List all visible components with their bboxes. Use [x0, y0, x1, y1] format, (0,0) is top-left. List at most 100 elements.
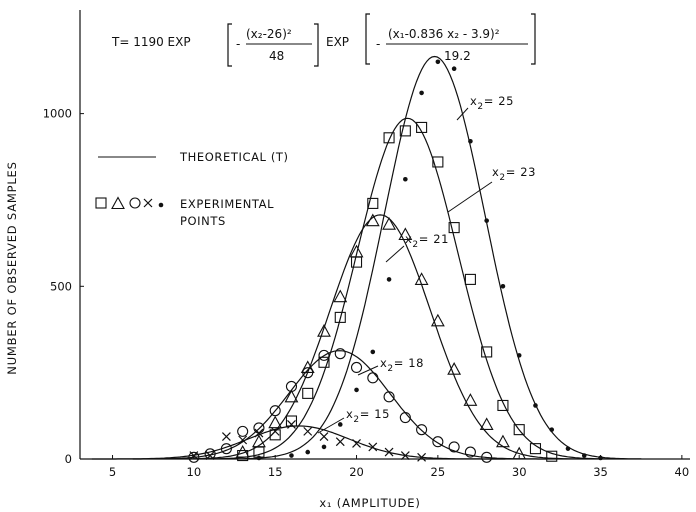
axis-ticks: 5 10 15 20 25 30 35 40 0 500 1000: [43, 107, 689, 479]
data-point-square: [448, 222, 460, 234]
data-point-square: [481, 346, 493, 358]
data-point-circle: [302, 367, 314, 379]
data-point-triangle: [235, 444, 250, 458]
data-point-dot: [549, 427, 555, 432]
curve-label-arrow: [317, 417, 345, 434]
curve-label-var: x: [492, 165, 499, 179]
data-point-square: [399, 125, 411, 137]
data-point-dot: [289, 453, 294, 458]
legend-triangle-marker: [111, 196, 125, 210]
x-tick-label: 35: [593, 465, 608, 479]
data-point-x: [352, 439, 361, 448]
curve-label-arrow: [456, 107, 469, 121]
data-point-triangle: [333, 289, 348, 303]
curve-label-x2-25: x2= 25: [456, 94, 514, 121]
data-point-circle: [269, 405, 281, 417]
data-point-dot: [354, 387, 359, 393]
svg-text:x2= 25: x2= 25: [470, 94, 514, 112]
data-point-x: [319, 432, 329, 441]
data-point-circle: [448, 441, 460, 453]
data-point-x: [189, 451, 199, 460]
data-point-circle: [334, 348, 346, 360]
curve-label-value: = 21: [419, 232, 449, 246]
data-point-circle: [188, 451, 200, 463]
data-point-triangle: [447, 362, 462, 375]
data-point-dot: [533, 403, 538, 408]
curve-label-value: = 25: [484, 94, 514, 108]
data-point-x: [270, 426, 280, 436]
formula-denominator-2: 19.2: [444, 49, 471, 63]
x-tick-label: 5: [109, 465, 116, 479]
svg-text:x2= 23: x2= 23: [492, 165, 536, 183]
svg-text:x2= 15: x2= 15: [346, 407, 390, 425]
data-point-circle: [237, 425, 249, 437]
formula-bracket-right-1: [314, 23, 319, 67]
curve-label-arrow: [385, 245, 405, 263]
data-point-square: [285, 415, 298, 427]
data-point-x: [400, 451, 410, 460]
y-tick-label: 0: [65, 452, 72, 466]
data-point-square: [513, 424, 525, 436]
data-point-x: [287, 420, 296, 429]
curve-label-subscript: 2: [353, 415, 359, 425]
data-point-dot: [451, 66, 457, 72]
legend-theoretical-label: THEORETICAL (T): [179, 150, 289, 164]
data-point-square: [383, 132, 395, 144]
data-point-x: [303, 426, 313, 436]
curve-label-x2-21: x2= 21: [385, 232, 449, 263]
svg-text:x2= 18: x2= 18: [380, 356, 424, 374]
data-point-square: [529, 443, 542, 455]
data-point-dot: [370, 349, 376, 355]
data-point-circle: [285, 380, 298, 393]
curve-label-var: x: [470, 94, 477, 108]
data-point-dot: [256, 455, 262, 461]
data-point-circle: [367, 372, 379, 384]
data-point-square: [269, 429, 281, 441]
data-point-x: [384, 447, 394, 457]
curve-label-var: x: [346, 407, 353, 421]
curve-label-value: = 23: [506, 165, 536, 179]
data-point-square: [334, 311, 346, 323]
data-point-dot: [337, 422, 343, 427]
data-point-dot: [305, 449, 311, 455]
data-point-x: [417, 452, 427, 462]
data-point-circle: [432, 436, 444, 448]
data-point-circle: [350, 361, 363, 374]
curve-label-subscript: 2: [477, 102, 483, 112]
x-tick-label: 25: [431, 465, 446, 479]
data-point-triangle: [479, 417, 494, 431]
theoretical-curve: [227, 55, 642, 460]
formula-lhs: T= 1190 EXP: [111, 35, 191, 49]
data-point-dot: [435, 59, 441, 65]
experimental-markers: [188, 59, 603, 463]
curve-label-var: x: [380, 356, 387, 370]
formula-exp-2: EXP: [326, 35, 349, 49]
legend-circle-marker: [129, 197, 141, 209]
data-point-triangle: [252, 434, 266, 448]
data-point-x: [368, 442, 378, 452]
data-point-circle: [464, 446, 476, 458]
data-point-circle: [318, 349, 330, 361]
curve-label-x2-23: x2= 23: [447, 165, 536, 213]
data-point-dot: [321, 444, 327, 450]
y-tick-label: 500: [50, 279, 72, 293]
theoretical-curve: [91, 425, 506, 460]
theoretical-curve: [132, 350, 547, 460]
data-point-square: [302, 387, 314, 399]
data-point-circle: [481, 451, 493, 463]
formula-bracket-right-2: [531, 13, 536, 65]
curve-label-subscript: 2: [387, 364, 393, 374]
theoretical-curves: [91, 55, 642, 460]
data-point-dot: [468, 138, 473, 144]
data-point-dot: [386, 277, 392, 282]
data-point-square: [546, 450, 558, 462]
formula-annotation: T= 1190 EXP - (x₂-26)² 48 EXP - (x₁-0.83…: [111, 13, 536, 67]
data-point-triangle: [414, 272, 429, 285]
data-point-triangle: [382, 216, 396, 230]
data-point-x: [254, 428, 264, 438]
data-point-square: [432, 156, 444, 168]
y-axis-label: NUMBER OF OBSERVED SAMPLES: [5, 161, 19, 374]
curve-label-arrow: [357, 365, 379, 376]
x-tick-label: 30: [512, 465, 527, 479]
